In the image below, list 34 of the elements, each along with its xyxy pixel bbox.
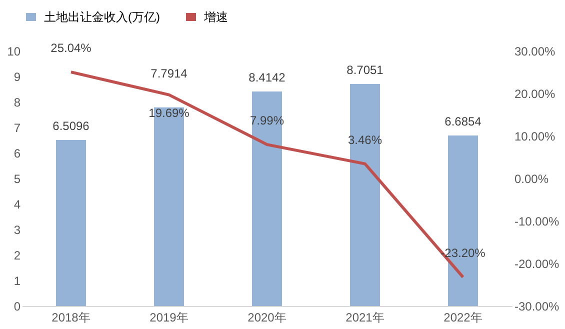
x-tick-label: 2020年 [248,310,286,324]
y-tick-label: 8 [14,96,21,110]
y-tick-label: 4 [14,198,21,212]
y2-tick-label: -30.00% [514,300,560,314]
data-label: 8.7051 [346,63,384,78]
y-tick-label: 2 [14,248,21,262]
x-tick-label: 2019年 [150,310,188,324]
data-label: 6.5096 [52,119,90,134]
bar [350,84,380,306]
y2-tick-label: -20.00% [514,257,560,271]
y-tick-label: 7 [14,121,21,135]
y-tick-label: 9 [14,70,21,84]
bar [252,91,282,306]
x-tick-label: 2018年 [52,310,90,324]
y-tick-label: 3 [14,223,21,237]
y-tick-label: 1 [14,274,21,288]
data-label: 6.6854 [444,114,482,129]
y2-tick-label: 10.00% [514,130,556,144]
x-tick-label: 2021年 [346,310,384,324]
legend-label: 增速 [203,10,228,24]
legend-label: 土地出让金收入(万亿) [44,10,160,24]
data-label: 25.04% [50,41,92,56]
data-label: 8.4142 [248,70,286,84]
y-tick-label: 0 [14,300,21,314]
data-label: 7.7914 [150,66,188,80]
y-tick-label: 5 [14,172,21,186]
bar [56,140,86,306]
x-tick-label: 2022年 [444,310,482,324]
y2-tick-label: 20.00% [514,87,556,101]
y2-tick-label: -10.00% [514,214,560,228]
y2-tick-label: 30.00% [514,44,556,58]
y-tick-label: 6 [14,146,21,160]
y-tick-label: 10 [7,44,21,58]
y2-tick-label: 0.00% [514,172,549,186]
